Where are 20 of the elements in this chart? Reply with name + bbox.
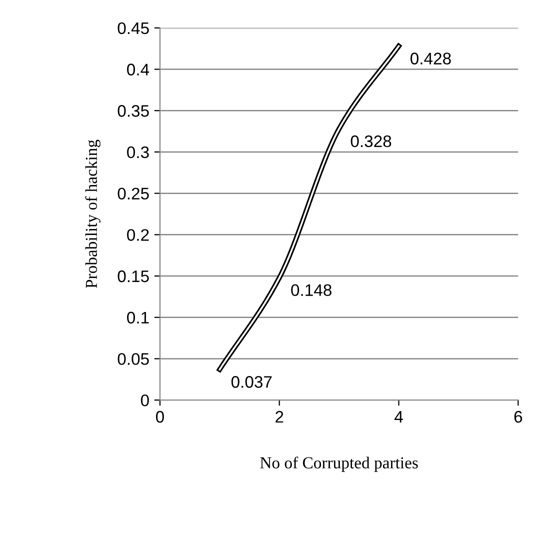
data-label: 0.148 (291, 284, 332, 296)
x-tick-label: 4 (394, 411, 403, 423)
y-tick-label: 0.45 (118, 22, 149, 34)
y-axis-title: Probability of hacking (85, 140, 100, 288)
y-tick-label: 0.05 (118, 353, 149, 365)
x-tick-label: 0 (156, 410, 164, 423)
x-tick-label: 6 (514, 410, 522, 423)
x-axis-title: No of Corrupted parties (260, 456, 418, 472)
y-tick-label: 0.25 (118, 188, 149, 200)
y-tick-label: 0 (140, 394, 149, 406)
data-label: 0.328 (350, 135, 392, 148)
y-tick-label: 0.4 (127, 64, 150, 76)
x-tick-label: 2 (276, 410, 284, 423)
y-tick-label: 0.35 (118, 105, 149, 117)
y-tick-label: 0.1 (127, 312, 149, 324)
y-tick-label: 0.3 (127, 146, 149, 158)
data-label: 0.428 (410, 52, 451, 64)
data-label: 0.037 (231, 376, 272, 388)
y-tick-label: 0.15 (118, 270, 149, 282)
y-tick-label: 0.2 (127, 229, 149, 241)
